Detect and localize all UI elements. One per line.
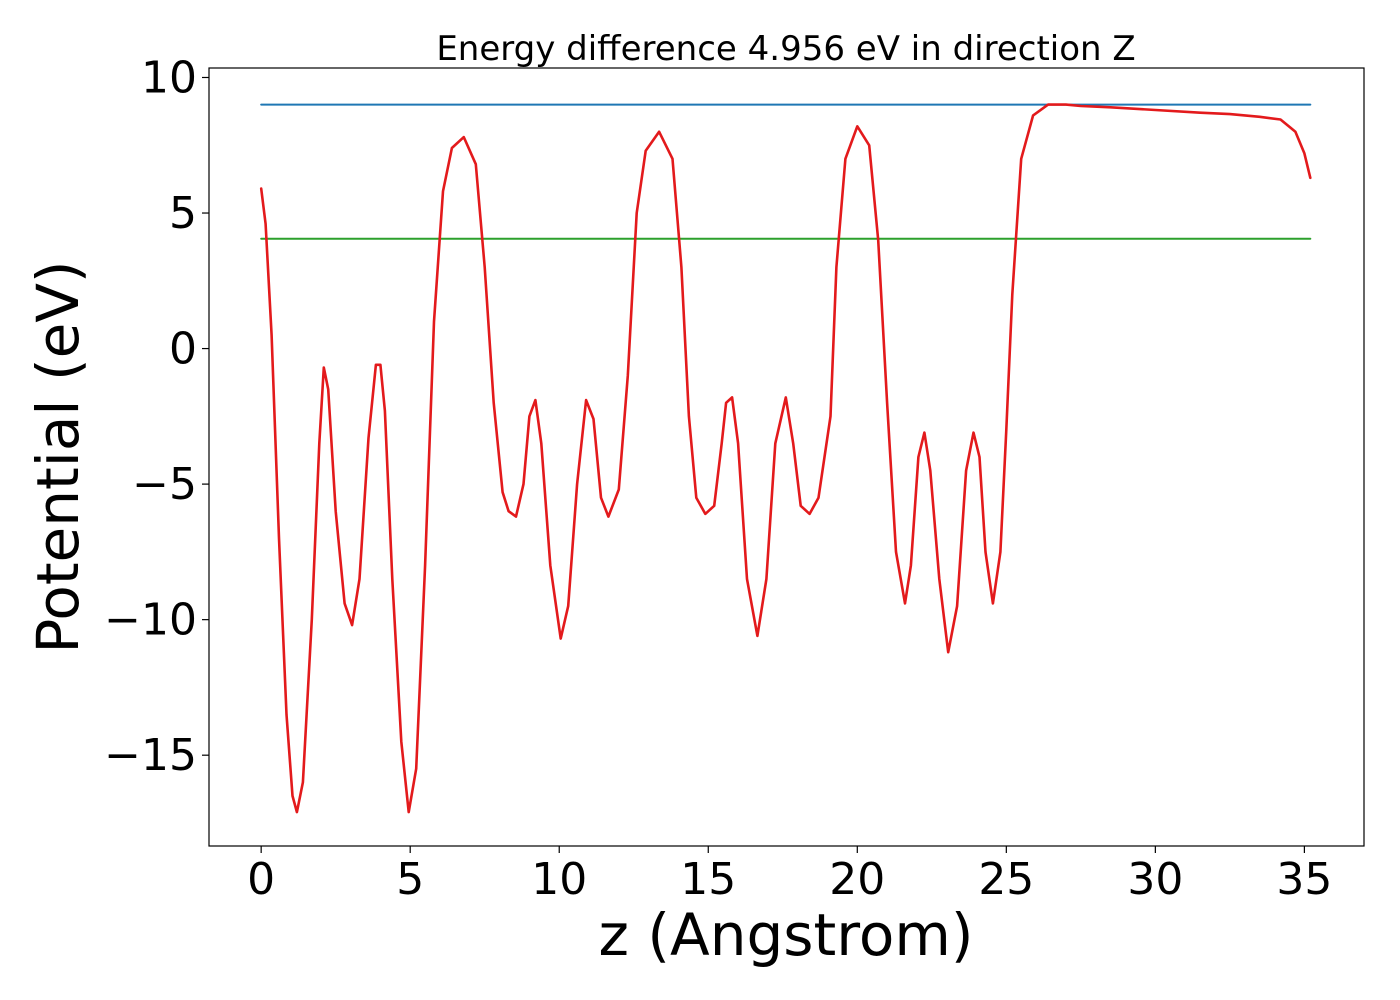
x-tick-label: 30 — [1127, 854, 1183, 905]
x-tick-label: 10 — [531, 854, 587, 905]
x-axis: 0 5 10 15 20 25 30 35 — [247, 846, 1332, 905]
x-tick-label: 5 — [396, 854, 424, 905]
y-tick-label: 0 — [169, 324, 197, 375]
x-axis-label: z (Angstrom) — [599, 901, 974, 969]
chart-title: Energy difference 4.956 eV in direction … — [436, 29, 1135, 69]
y-tick-label: 5 — [169, 188, 197, 239]
axes-frame — [208, 67, 1365, 847]
y-axis: 10 5 0 −5 −10 −15 — [104, 52, 209, 781]
y-tick-label: −10 — [104, 595, 197, 646]
x-tick-label: 20 — [829, 854, 885, 905]
series-line-planar-average-potential — [259, 103, 1312, 814]
x-tick-label: 0 — [247, 854, 275, 905]
y-tick-label: −15 — [104, 730, 197, 781]
y-tick-label: −5 — [132, 459, 197, 510]
x-tick-label: 25 — [978, 854, 1034, 905]
y-tick-label: 10 — [141, 52, 197, 103]
x-tick-label: 15 — [680, 854, 736, 905]
y-axis-label: Potential (eV) — [24, 260, 92, 653]
plot-area — [259, 103, 1312, 814]
x-tick-label: 35 — [1276, 854, 1332, 905]
